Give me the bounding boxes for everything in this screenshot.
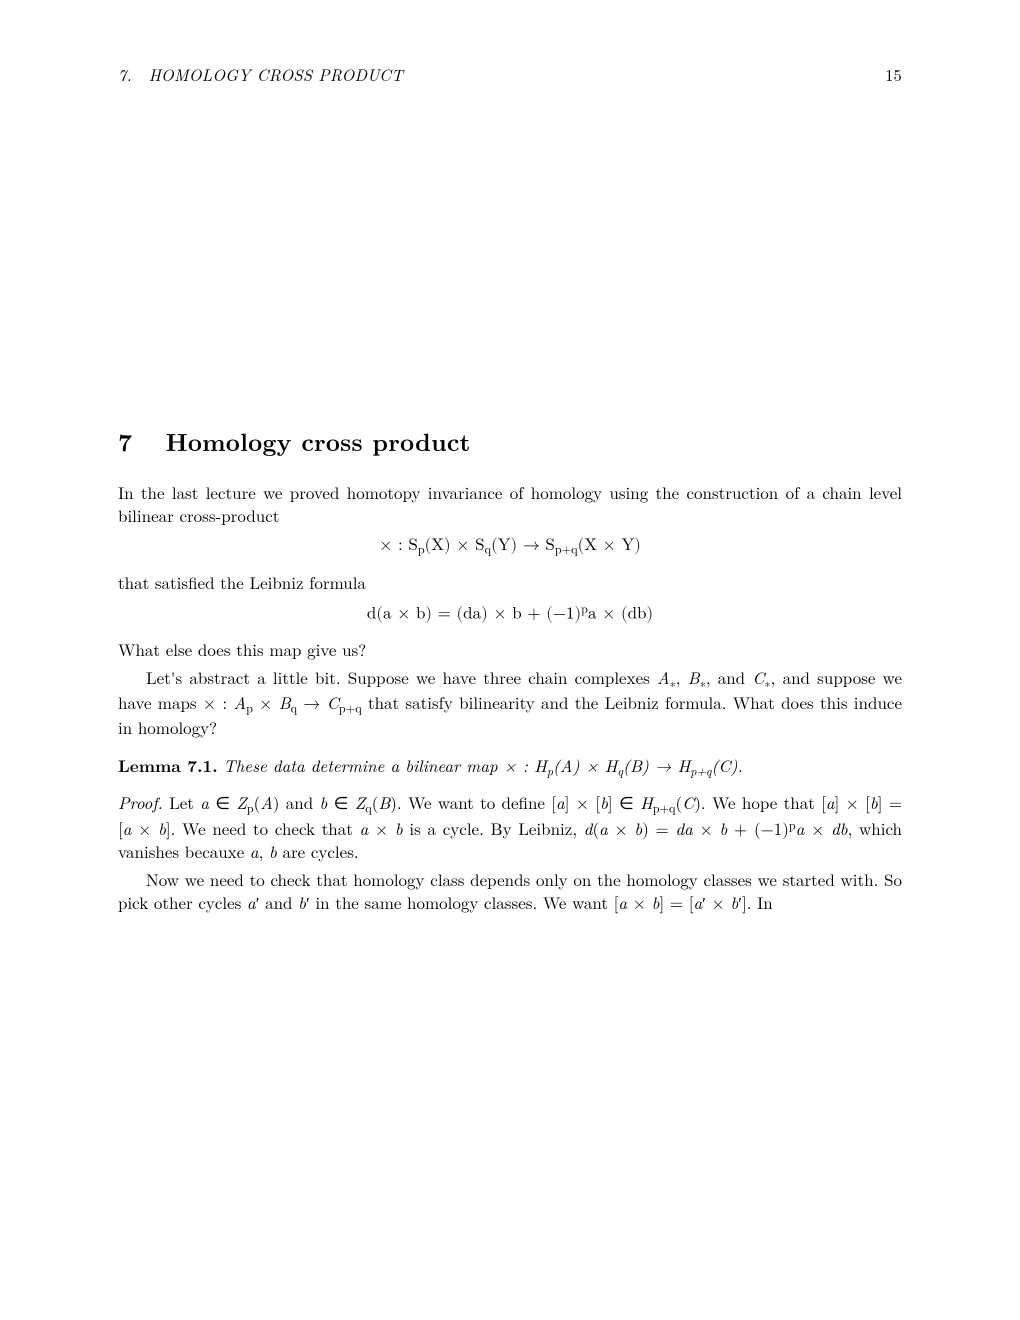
proof-text-1: Let a ∈ Zp(A) and b ∈ Zq(B). We want to … [118,790,902,863]
page-number: 15 [885,62,902,86]
page-root: 7. HOMOLOGY CROSS PRODUCT 15 7 Homology … [0,0,1020,915]
proof-para-1: Proof. Let a ∈ Zp(A) and b ∈ Zq(B). We w… [118,791,902,864]
section-number: 7 [118,424,156,459]
proof-para-2: Now we need to check that homology class… [118,868,902,915]
running-head: 7. HOMOLOGY CROSS PRODUCT 15 [118,62,902,86]
lemma-body: These data determine a bilinear map × : … [223,753,742,777]
section-heading: 7 Homology cross product [118,424,902,459]
lemma-7-1: Lemma 7.1. These data determine a biline… [118,754,902,779]
running-head-left: 7. HOMOLOGY CROSS PRODUCT [118,62,403,86]
para-intro-2: that satisfied the Leibniz formula [118,571,902,594]
equation-leibniz: d(a × b) = (da) × b + (−1)pa × (db) [118,603,902,625]
lemma-head: Lemma 7.1. [118,754,218,778]
para-abstract: Let's abstract a little bit. Suppose we … [118,666,902,740]
para-intro-1: In the last lecture we proved homotopy i… [118,481,902,528]
para-question: What else does this map give us? [118,638,902,661]
section-title: Homology cross product [166,424,471,459]
proof-head: Proof. [118,790,163,814]
equation-cross-product-def: × : Sp(X) × Sq(Y) → Sp+q(X × Y) [118,536,902,557]
